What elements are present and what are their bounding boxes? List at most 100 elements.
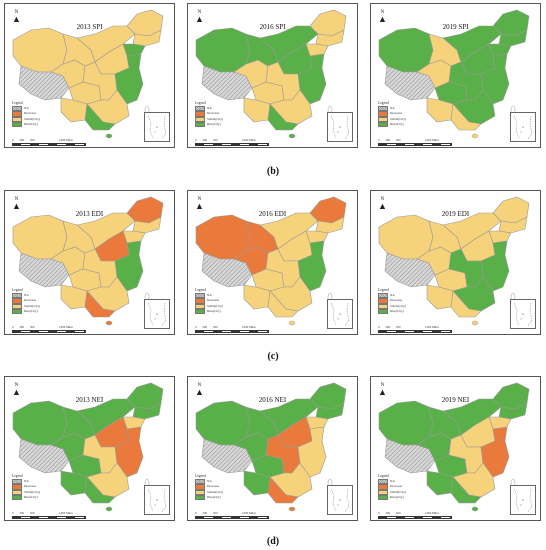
legend-swatch bbox=[195, 293, 205, 299]
legend-label: Rise(City) bbox=[207, 495, 221, 500]
legend-title: Legend bbox=[12, 288, 23, 292]
region-hainan bbox=[105, 320, 113, 326]
legend-swatch bbox=[12, 308, 22, 315]
map-title: 2013 EDI bbox=[75, 210, 104, 218]
region-hainan bbox=[288, 133, 296, 139]
region-east-coast bbox=[297, 426, 327, 478]
scale-label: 500 bbox=[213, 325, 218, 329]
scale-line bbox=[195, 515, 269, 519]
legend-item-stable: Stable(City) bbox=[12, 116, 41, 122]
legend-swatch bbox=[378, 106, 388, 112]
region-neimenggu bbox=[442, 212, 502, 250]
legend-label: NA bbox=[207, 479, 212, 484]
scale-label: 1,000 Miles bbox=[58, 325, 73, 329]
north-arrow-icon: N ▲ bbox=[195, 383, 204, 397]
map-title: 2019 NEI bbox=[441, 396, 470, 404]
south-china-sea-inset bbox=[327, 299, 353, 329]
scale-bar: 0 200 500 1,000 Miles bbox=[195, 511, 269, 519]
region-tibet bbox=[18, 65, 70, 101]
legend-title: Legend bbox=[195, 474, 206, 478]
legend-label: Decrease bbox=[390, 111, 403, 116]
legend-swatch bbox=[195, 111, 205, 117]
map-legend: Legend NA Decrease Stable(City) Rise(City) bbox=[12, 474, 41, 501]
region-south-coast bbox=[450, 476, 482, 504]
region-neimenggu bbox=[442, 25, 502, 63]
region-east-coast bbox=[480, 240, 510, 292]
legend-item-decrease: Decrease bbox=[12, 111, 40, 117]
legend-label: Stable(City) bbox=[390, 489, 407, 494]
region-xinjiang bbox=[195, 27, 251, 73]
region-hainan bbox=[471, 133, 479, 139]
china-map bbox=[12, 9, 164, 139]
scale-label: 200 bbox=[19, 511, 25, 515]
region-hainan bbox=[105, 133, 113, 139]
scale-label: 200 bbox=[202, 325, 208, 329]
region-east-coast bbox=[480, 426, 510, 478]
legend-item-rise: Rise(City) bbox=[195, 494, 223, 501]
map-legend: Legend NA Decrease Stable(City) Rise(City) bbox=[378, 288, 406, 315]
map-panel-2019-spi: 2019 SPI N ▲ Legend NA Decrease Stable(City) Ri… bbox=[370, 3, 541, 148]
region-hainan bbox=[105, 506, 113, 512]
legend-item-stable: Stable(City) bbox=[12, 489, 41, 495]
scale-label: 0 bbox=[378, 138, 380, 142]
scale-label: 200 bbox=[202, 138, 208, 142]
north-arrow-icon: N ▲ bbox=[378, 197, 387, 211]
scale-line bbox=[12, 142, 86, 146]
legend-label: NA bbox=[207, 106, 212, 111]
map-title: 2019 EDI bbox=[441, 210, 470, 218]
map-panel-2016-nei: 2016 NEI N ▲ Legend NA Decrease Stable(City) Ri… bbox=[187, 376, 358, 521]
region-east-coast bbox=[480, 53, 510, 105]
region-neimenggu bbox=[259, 212, 319, 250]
region-neimenggu bbox=[442, 398, 502, 436]
south-china-sea-inset bbox=[510, 112, 536, 142]
region-tibet bbox=[18, 252, 70, 288]
legend-item-na: NA bbox=[378, 479, 406, 485]
legend-label: Decrease bbox=[24, 298, 37, 303]
map-panel-2013-spi: 2013 SPI N ▲ Legend NA Decrease Stable(City) Ri… bbox=[4, 3, 175, 148]
legend-label: Stable(City) bbox=[24, 116, 41, 121]
map-title: 2013 SPI bbox=[76, 23, 103, 31]
region-east-coast bbox=[114, 240, 144, 292]
legend-title: Legend bbox=[378, 288, 389, 292]
legend-label: Stable(City) bbox=[24, 489, 41, 494]
legend-title: Legend bbox=[195, 288, 206, 292]
scale-bar: 0 200 500 1,000 Miles bbox=[378, 138, 452, 146]
legend-swatch bbox=[378, 111, 388, 117]
legend-item-decrease: Decrease bbox=[195, 111, 223, 117]
legend-item-rise: Rise(City) bbox=[12, 121, 40, 128]
legend-swatch bbox=[195, 489, 205, 495]
legend-label: Rise(City) bbox=[24, 495, 38, 500]
region-south-coast bbox=[450, 290, 482, 318]
region-tibet bbox=[18, 438, 70, 474]
legend-title: Legend bbox=[12, 474, 23, 478]
legend-swatch bbox=[12, 479, 22, 485]
south-china-sea-inset bbox=[144, 112, 170, 142]
region-hainan bbox=[471, 506, 479, 512]
legend-label: NA bbox=[24, 479, 29, 484]
legend-swatch bbox=[195, 484, 205, 490]
legend-swatch bbox=[378, 308, 388, 315]
south-china-sea-inset bbox=[144, 299, 170, 329]
scale-label: 500 bbox=[213, 138, 218, 142]
legend-item-rise: Rise(City) bbox=[195, 121, 223, 128]
legend-item-rise: Rise(City) bbox=[195, 308, 223, 315]
legend-label: Decrease bbox=[207, 111, 220, 116]
scale-bar: 0 200 500 1,000 Miles bbox=[12, 138, 86, 146]
scale-line bbox=[195, 142, 269, 146]
legend-swatch bbox=[12, 298, 22, 304]
north-label: N bbox=[197, 10, 202, 15]
legend-item-rise: Rise(City) bbox=[378, 121, 406, 128]
legend-label: NA bbox=[390, 106, 395, 111]
inset-map bbox=[513, 115, 533, 140]
south-china-sea-inset bbox=[327, 112, 353, 142]
legend-swatch bbox=[195, 298, 205, 304]
legend-item-stable: Stable(City) bbox=[195, 303, 223, 309]
scale-label: 500 bbox=[30, 138, 35, 142]
scale-label: 200 bbox=[385, 325, 391, 329]
region-neimenggu bbox=[76, 25, 136, 63]
scale-label: 0 bbox=[195, 138, 197, 142]
map-panel-2016-spi: 2016 SPI N ▲ Legend NA Decrease Stable(City) Ri… bbox=[187, 3, 358, 148]
caption-d: (d) bbox=[266, 536, 280, 547]
legend-swatch bbox=[12, 303, 22, 309]
region-hainan bbox=[288, 506, 296, 512]
